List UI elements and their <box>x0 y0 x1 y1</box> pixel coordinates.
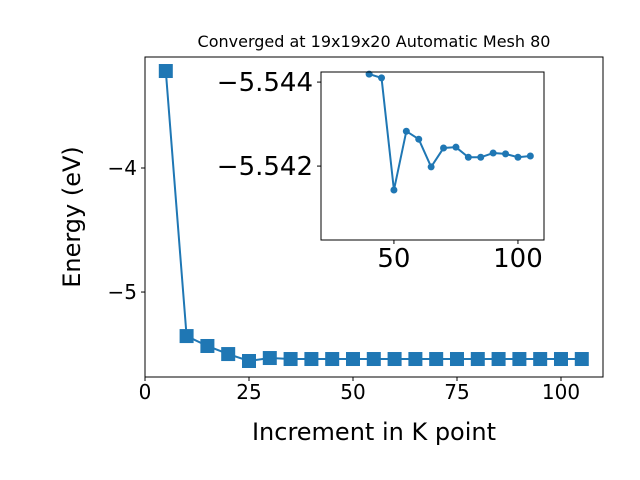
data-marker <box>491 352 506 367</box>
axes-frame <box>144 56 604 378</box>
data-marker <box>408 352 423 367</box>
data-marker <box>158 64 173 79</box>
data-marker <box>200 338 215 353</box>
data-marker <box>489 149 497 157</box>
data-marker <box>366 352 381 367</box>
y-tick-label: −5.544 <box>217 68 313 98</box>
data-marker <box>470 352 485 367</box>
axes-frame <box>320 71 545 241</box>
data-marker <box>304 352 319 367</box>
x-tick-label: 50 <box>377 244 410 274</box>
x-axis-label: Increment in K point <box>252 418 496 446</box>
x-tick-label: 100 <box>493 244 543 274</box>
data-marker <box>512 352 527 367</box>
x-tick-label: 0 <box>139 380 152 404</box>
x-tick-label: 25 <box>236 380 261 404</box>
data-marker <box>345 352 360 367</box>
x-tick-label: 100 <box>542 380 580 404</box>
data-marker <box>429 352 444 367</box>
data-marker <box>502 150 510 158</box>
y-tick-label: −5 <box>108 280 137 304</box>
data-marker <box>387 352 402 367</box>
data-marker <box>283 352 298 367</box>
data-marker <box>464 153 472 161</box>
data-marker <box>390 186 398 194</box>
data-marker <box>427 163 435 171</box>
x-tick-label: 50 <box>340 380 365 404</box>
data-marker <box>325 352 340 367</box>
data-marker <box>533 352 548 367</box>
y-tick-label: −4 <box>108 156 137 180</box>
data-marker <box>415 135 423 143</box>
data-marker <box>221 347 236 362</box>
data-marker <box>449 352 464 367</box>
data-marker <box>262 351 277 366</box>
data-marker <box>514 153 522 161</box>
data-marker <box>378 74 386 82</box>
data-marker <box>574 352 589 367</box>
x-tick-label: 75 <box>444 380 469 404</box>
data-marker <box>477 153 485 161</box>
chart-title: Converged at 19x19x20 Automatic Mesh 80 <box>198 32 551 51</box>
data-marker <box>440 144 448 152</box>
data-marker <box>402 127 410 135</box>
data-marker <box>179 329 194 344</box>
data-marker <box>241 354 256 368</box>
data-marker <box>452 143 460 151</box>
y-axis-label: Energy (eV) <box>58 146 86 288</box>
data-marker <box>526 152 534 160</box>
data-marker <box>553 352 568 367</box>
y-tick-label: −5.542 <box>217 152 313 182</box>
